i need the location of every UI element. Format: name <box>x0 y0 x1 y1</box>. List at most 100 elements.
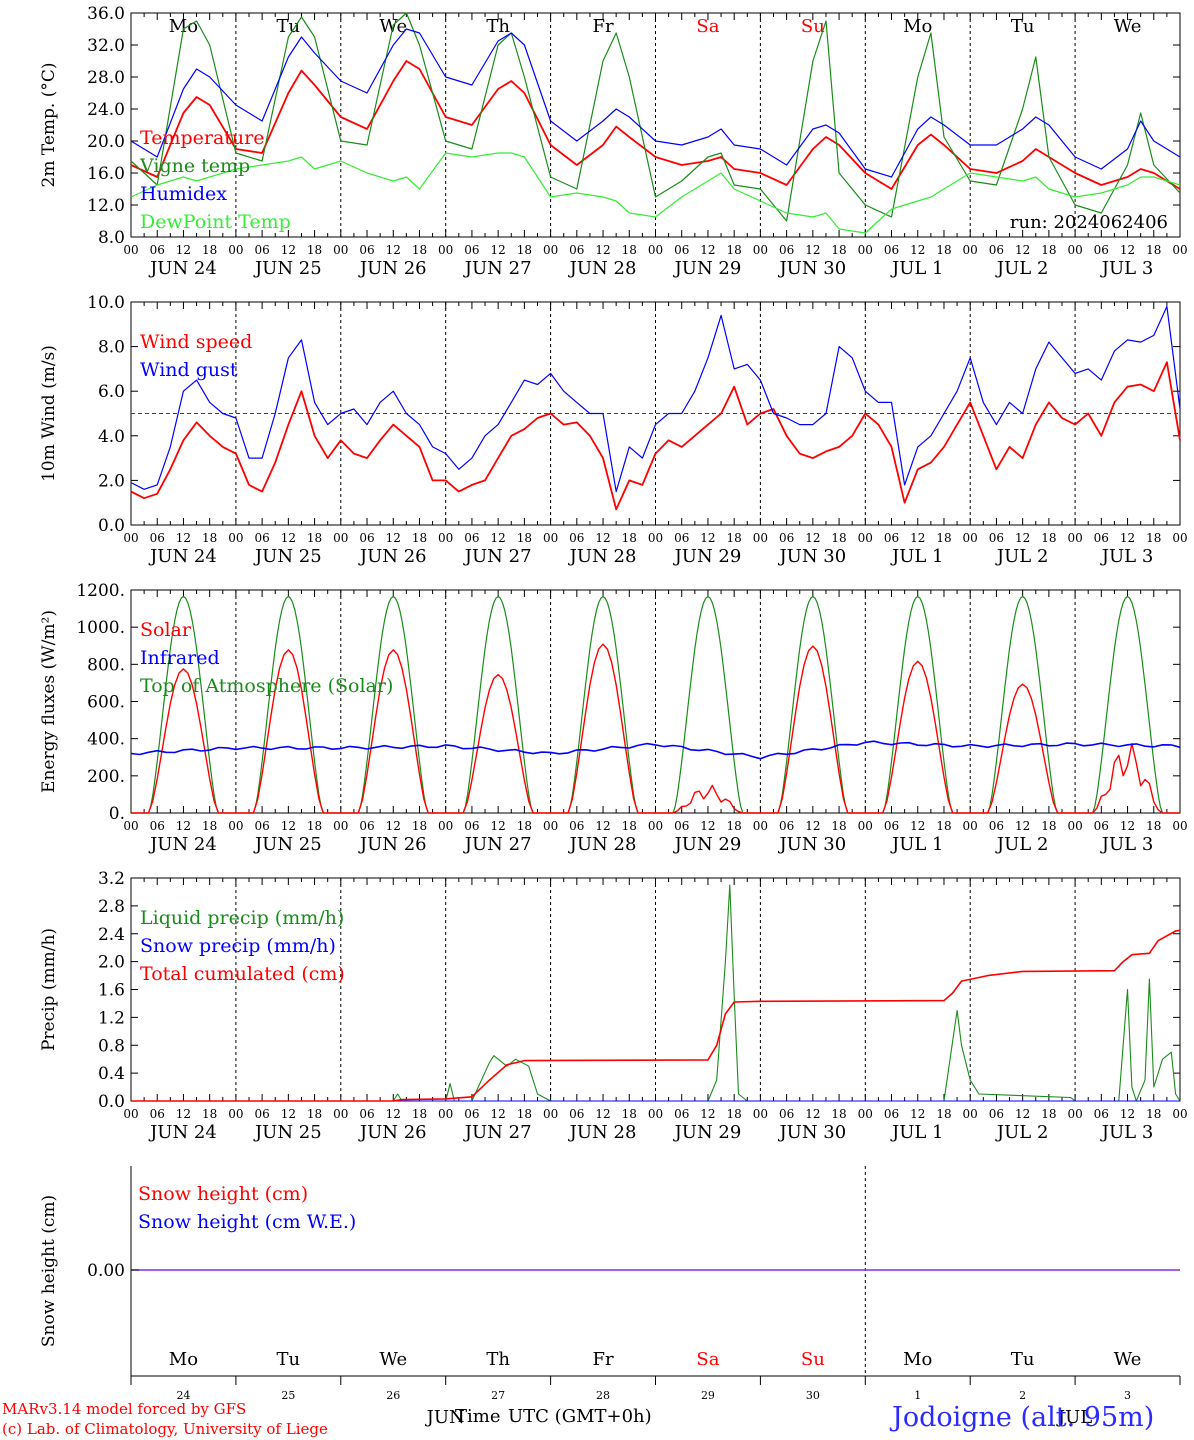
hour-tick-label: 18 <box>727 1107 742 1121</box>
hour-tick-label: 00 <box>1067 243 1082 257</box>
day-number-label: 24 <box>176 1389 190 1402</box>
hour-tick-label: 00 <box>648 819 663 833</box>
y-tick-label: 32.0 <box>87 36 125 56</box>
hour-tick-label: 06 <box>989 1107 1004 1121</box>
date-label: JUN 26 <box>358 258 427 279</box>
hour-tick-label: 06 <box>464 819 479 833</box>
hour-tick-label: 06 <box>989 243 1004 257</box>
hour-tick-label: 00 <box>1172 1107 1187 1121</box>
hour-tick-label: 18 <box>727 531 742 545</box>
weekday-label: Sa <box>696 1349 719 1370</box>
hour-tick-label: 12 <box>1120 243 1135 257</box>
y-tick-label: 24.0 <box>87 100 125 120</box>
weekday-label: We <box>1114 16 1142 37</box>
hour-tick-label: 18 <box>622 1107 637 1121</box>
hour-tick-label: 06 <box>674 531 689 545</box>
hour-tick-label: 00 <box>1172 531 1187 545</box>
hour-tick-label: 00 <box>543 531 558 545</box>
y-tick-label: 8.0 <box>98 338 125 358</box>
station-name: Jodoigne (alt. 95m) <box>892 1402 1155 1433</box>
date-label: JUN 25 <box>253 258 322 279</box>
hour-tick-label: 00 <box>438 531 453 545</box>
hour-tick-label: 18 <box>727 243 742 257</box>
y-tick-label: 28.0 <box>87 68 125 88</box>
hour-tick-label: 00 <box>753 531 768 545</box>
series-line-solar <box>131 643 1180 814</box>
y-tick-label: 1000. <box>76 618 125 638</box>
date-label: JUN 26 <box>358 546 427 567</box>
hour-tick-label: 06 <box>254 1107 269 1121</box>
y-tick-label: 200. <box>87 767 125 787</box>
hour-tick-label: 06 <box>464 531 479 545</box>
hour-tick-label: 06 <box>150 819 165 833</box>
hour-tick-label: 18 <box>1041 243 1056 257</box>
hour-tick-label: 18 <box>831 819 846 833</box>
weekday-label: Su <box>801 1349 825 1370</box>
hour-tick-label: 18 <box>622 819 637 833</box>
date-label: JUL 2 <box>995 258 1049 279</box>
hour-tick-label: 12 <box>910 243 925 257</box>
hour-tick-label: 18 <box>1146 531 1161 545</box>
series-line-infrared <box>130 740 1181 760</box>
hour-tick-label: 12 <box>805 1107 820 1121</box>
weekday-label: Mo <box>169 1349 198 1370</box>
day-number-label: 2 <box>1019 1389 1026 1402</box>
hour-tick-label: 06 <box>674 819 689 833</box>
legend-snow-height-cm-w-e-: Snow height (cm W.E.) <box>138 1211 356 1233</box>
hour-tick-label: 12 <box>805 243 820 257</box>
hour-tick-label: 00 <box>228 531 243 545</box>
day-number-label: 25 <box>281 1389 295 1402</box>
hour-tick-label: 06 <box>254 819 269 833</box>
y-tick-label: 0. <box>109 804 125 824</box>
y-tick-label: 0.0 <box>98 516 125 536</box>
weekday-label: Th <box>486 1349 510 1370</box>
y-tick-label: 8.0 <box>98 228 125 248</box>
legend-wind-speed: Wind speed <box>140 331 252 353</box>
hour-tick-label: 12 <box>491 819 506 833</box>
y-tick-label: 2.8 <box>98 897 125 917</box>
hour-tick-label: 06 <box>884 243 899 257</box>
hour-tick-label: 00 <box>648 243 663 257</box>
y-tick-label: 1200. <box>76 581 125 601</box>
hour-tick-label: 18 <box>517 819 532 833</box>
series-line-temperature <box>130 60 1181 190</box>
hour-tick-label: 00 <box>123 531 138 545</box>
day-number-label: 29 <box>701 1389 715 1402</box>
date-label: JUN 30 <box>777 1122 846 1143</box>
panel-frame-3 <box>130 589 1181 814</box>
day-number-label: 26 <box>386 1389 400 1402</box>
hour-tick-label: 06 <box>884 531 899 545</box>
hour-tick-label: 06 <box>569 243 584 257</box>
hour-tick-label: 18 <box>517 531 532 545</box>
hour-tick-label: 00 <box>123 1107 138 1121</box>
series-line-wind-speed <box>130 361 1181 511</box>
legend-temperature: Temperature <box>140 127 264 149</box>
legend-solar: Solar <box>140 619 192 641</box>
hour-tick-label: 18 <box>517 243 532 257</box>
panel-frame-1 <box>130 12 1181 238</box>
hour-tick-label: 00 <box>858 819 873 833</box>
hour-tick-label: 12 <box>910 531 925 545</box>
weekday-label: Sa <box>696 16 719 37</box>
legend-total-cumulated-cm-: Total cumulated (cm) <box>140 963 345 985</box>
date-label: JUN 28 <box>568 258 637 279</box>
model-credit: MARv3.14 model forced by GFS <box>2 1400 247 1418</box>
hour-tick-label: 12 <box>491 531 506 545</box>
date-label: JUN 24 <box>148 546 217 567</box>
hour-tick-label: 00 <box>543 819 558 833</box>
hour-tick-label: 12 <box>491 1107 506 1121</box>
hour-tick-label: 06 <box>989 531 1004 545</box>
series-line-humidex <box>130 28 1181 178</box>
y-tick-label: 3.2 <box>98 869 125 889</box>
hour-tick-label: 18 <box>307 531 322 545</box>
date-label: JUN 26 <box>358 834 427 855</box>
hour-tick-label: 06 <box>1094 1107 1109 1121</box>
hour-tick-label: 18 <box>831 531 846 545</box>
legend-top-of-atmosphere-solar-: Top of Atmosphere (Solar) <box>140 675 393 697</box>
date-label: JUN 29 <box>673 546 742 567</box>
hour-tick-label: 00 <box>543 243 558 257</box>
hour-tick-label: 18 <box>727 819 742 833</box>
y-axis-label: 10m Wind (m/s) <box>39 345 59 482</box>
hour-tick-label: 00 <box>438 819 453 833</box>
